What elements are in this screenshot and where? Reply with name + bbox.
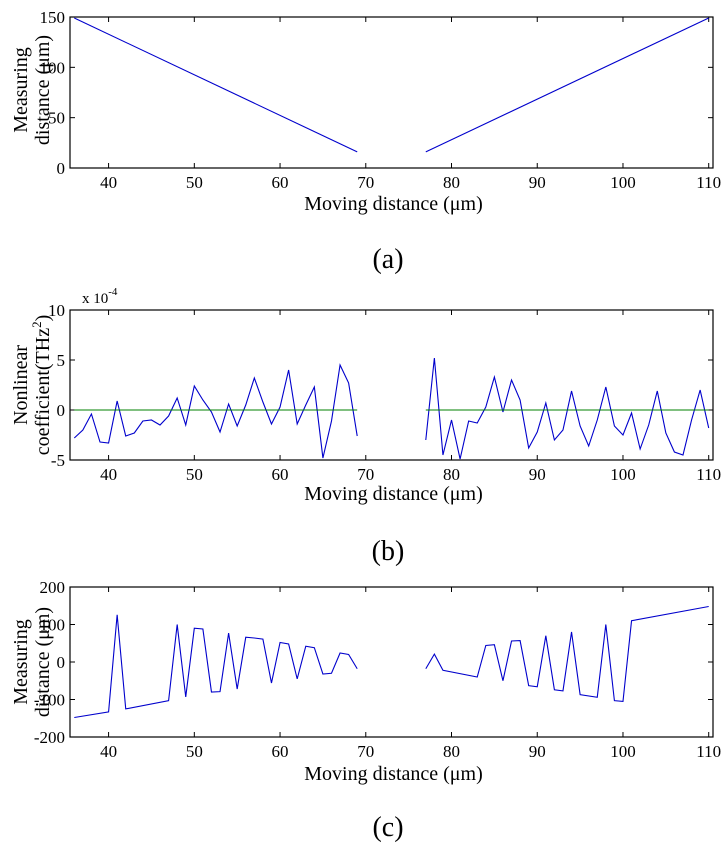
y-exponent-label: x 10-4 <box>82 286 118 307</box>
y-axis-label-line: ) <box>32 315 54 322</box>
x-tick-label: 40 <box>100 742 117 761</box>
x-tick-label: 70 <box>357 173 374 192</box>
series-line-measured-right <box>425 605 709 702</box>
y-tick-label: 0 <box>57 653 66 672</box>
x-tick-label: 90 <box>529 173 546 192</box>
y-tick-label: 0 <box>57 401 66 420</box>
x-tick-label: 60 <box>272 173 289 192</box>
panel-label: (b) <box>372 536 405 567</box>
y-tick-label: -200 <box>34 728 65 747</box>
x-tick-label: 60 <box>272 742 289 761</box>
y-axis-label-line: distance (μm) <box>32 35 54 145</box>
panel-a: 40 50 60 70 80 90 100 110 0 50 100 150 Moving distan… <box>10 8 721 275</box>
y-tick-label: 10 <box>48 301 65 320</box>
y-tick-label: 100 <box>40 616 66 635</box>
x-tick-label: 90 <box>529 465 546 484</box>
panel-c: 40 50 60 70 80 90 100 110 -200 -100 0 100 200 Moving … <box>10 578 721 843</box>
y-tick-label: 5 <box>57 351 66 370</box>
x-tick-label: 60 <box>272 465 289 484</box>
x-axis-label: Moving distance (μm) <box>304 763 482 785</box>
y-axis-label-line: Measuring <box>10 619 32 705</box>
x-tick-label: 70 <box>357 742 374 761</box>
y-tick-label: 50 <box>48 109 65 128</box>
plot-frame <box>69 309 714 461</box>
plot-frame <box>69 586 714 738</box>
y-tick-label: 0 <box>57 159 66 178</box>
y-exponent-base: x 10 <box>82 291 108 307</box>
y-axis-label-line: Measuring <box>10 47 32 133</box>
series-line-coeff-left <box>73 363 358 459</box>
y-axis-label: Measuringdistance (μm) <box>10 35 54 145</box>
x-tick-label: 40 <box>100 465 117 484</box>
x-tick-label: 50 <box>186 742 203 761</box>
y-tick-label: 150 <box>40 8 66 27</box>
panel-label: (a) <box>372 244 403 275</box>
y-axis-label-line: distance (μm) <box>32 607 54 717</box>
x-tick-label: 110 <box>696 465 721 484</box>
x-tick-label: 100 <box>610 465 636 484</box>
x-tick-label: 80 <box>443 465 460 484</box>
y-axis-label: Nonlinearcoefficient(THz2) <box>10 315 54 456</box>
series-line-left <box>74 17 358 153</box>
series-line-coeff-right <box>425 357 710 460</box>
y-tick-label: 200 <box>40 578 66 597</box>
x-tick-label: 50 <box>186 465 203 484</box>
y-axis-label-superscript: 2 <box>29 321 44 328</box>
x-tick-label: 40 <box>100 173 117 192</box>
y-tick-label: -100 <box>34 691 65 710</box>
y-axis-label: Measuringdistance (μm) <box>10 607 54 717</box>
y-axis-label-line: coefficient(THz <box>32 328 54 455</box>
plot-frame <box>69 16 714 169</box>
x-tick-label: 80 <box>443 742 460 761</box>
x-tick-label: 100 <box>610 742 636 761</box>
y-tick-label: 100 <box>40 58 66 77</box>
panel-b: 40 50 60 70 80 90 100 110 -5 0 5 10 Moving distance … <box>10 286 721 567</box>
x-axis-label: Moving distance (μm) <box>304 483 482 505</box>
series-line-measured-left <box>74 614 358 719</box>
y-exponent-power: -4 <box>108 286 118 298</box>
x-tick-label: 110 <box>696 173 721 192</box>
x-tick-label: 100 <box>610 173 636 192</box>
y-axis-label-line: Nonlinear <box>10 345 32 425</box>
x-tick-label: 70 <box>357 465 374 484</box>
x-tick-label: 90 <box>529 742 546 761</box>
x-tick-label: 50 <box>186 173 203 192</box>
x-tick-label: 80 <box>443 173 460 192</box>
x-axis-label: Moving distance (μm) <box>304 193 482 215</box>
panel-label: (c) <box>372 812 403 843</box>
x-tick-label: 110 <box>696 742 721 761</box>
y-tick-label: -5 <box>51 451 65 470</box>
series-line-right <box>425 17 709 153</box>
